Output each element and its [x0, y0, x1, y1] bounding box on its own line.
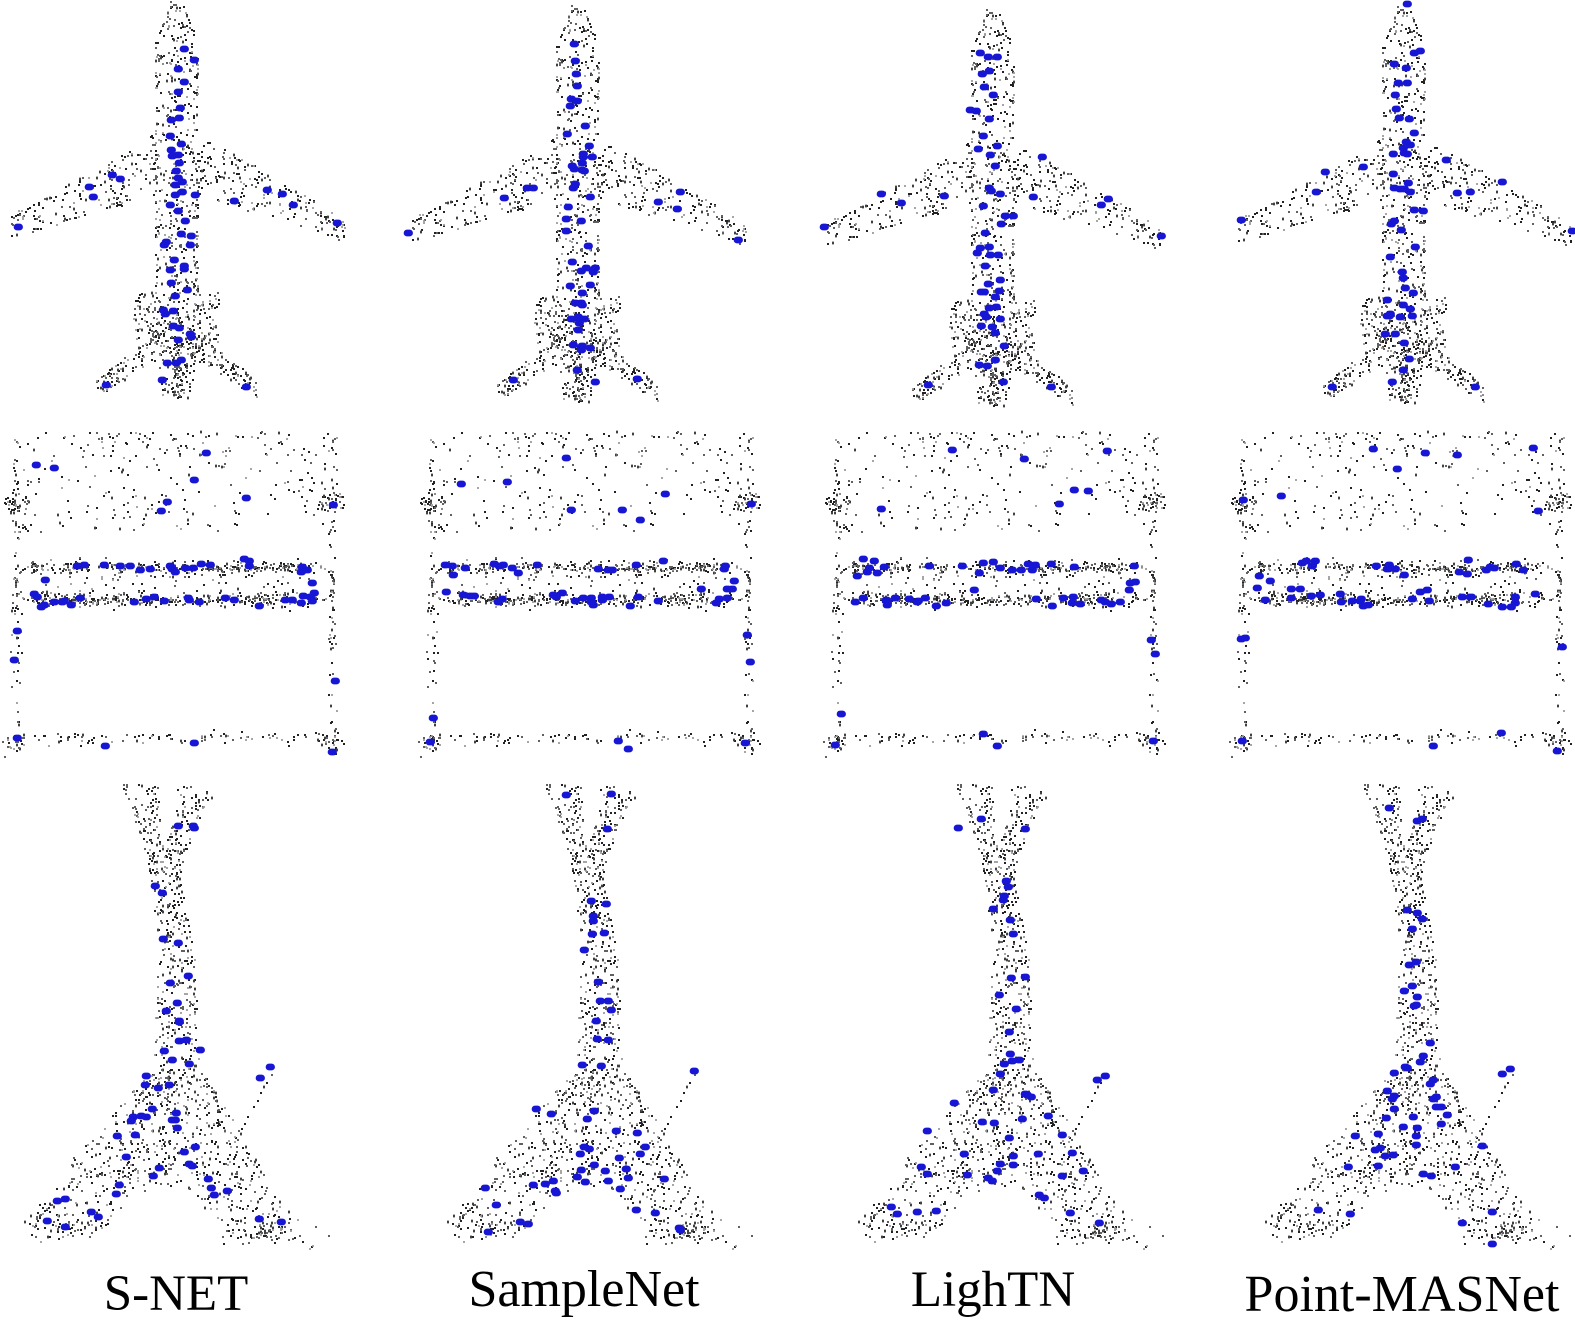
svg-text:S-NET: S-NET — [104, 1266, 248, 1322]
svg-text:Point-MASNet: Point-MASNet — [1245, 1266, 1560, 1323]
svg-text:LighTN: LighTN — [911, 1262, 1075, 1318]
svg-text:SampleNet: SampleNet — [468, 1261, 700, 1318]
